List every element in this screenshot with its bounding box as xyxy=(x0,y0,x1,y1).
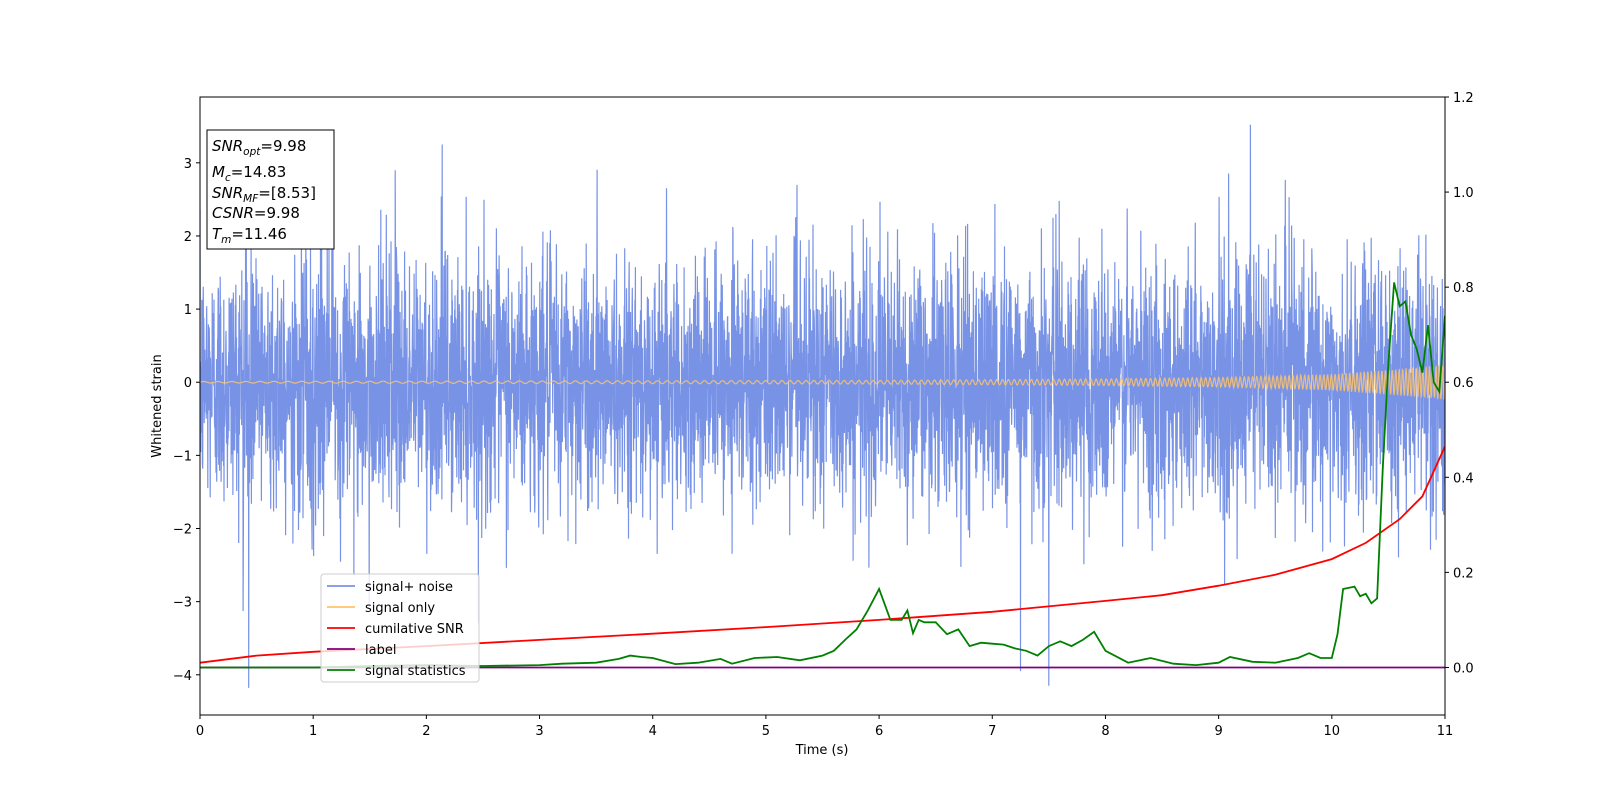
mc-sub: c xyxy=(225,172,231,184)
csnr-value: =9.98 xyxy=(254,204,300,222)
csnr-text: CSNR=9.98 xyxy=(212,204,300,222)
x-tick-label: 8 xyxy=(1101,724,1109,739)
tm-value: =11.46 xyxy=(231,225,287,243)
x-tick-label: 0 xyxy=(196,724,204,739)
snr-mf-main: SNR xyxy=(212,184,243,202)
y-right-tick-label: 0.2 xyxy=(1453,566,1474,581)
legend-label: label xyxy=(365,643,396,658)
legend-label: signal statistics xyxy=(365,664,466,679)
x-tick-label: 9 xyxy=(1214,724,1222,739)
legend-frame xyxy=(320,573,480,683)
y-right-tick-label: 0.6 xyxy=(1453,376,1474,391)
legend-label: signal+ noise xyxy=(365,580,453,595)
x-tick-label: 2 xyxy=(422,724,430,739)
y-right-tick-label: 0.4 xyxy=(1453,471,1474,486)
y-left-tick-label: 3 xyxy=(184,157,192,172)
legend-label: signal only xyxy=(365,601,435,616)
y-left-tick-label: 0 xyxy=(184,376,192,391)
y-right-tick-label: 0.0 xyxy=(1453,661,1474,676)
x-tick-label: 10 xyxy=(1324,724,1341,739)
tm-sub: m xyxy=(221,234,231,246)
y-right-tick-label: 1.0 xyxy=(1453,186,1474,201)
series-signal-statistics-line xyxy=(200,282,1445,669)
snr-opt-text: SNRopt=9.98 xyxy=(212,137,306,158)
x-tick-label: 5 xyxy=(762,724,770,739)
mc-value: =14.83 xyxy=(231,163,287,181)
x-tick-label: 6 xyxy=(875,724,883,739)
snr-opt-sub: opt xyxy=(243,146,261,158)
snr-mf-text: SNRMF=[8.53] xyxy=(212,184,316,205)
annotation-box-frame xyxy=(206,129,335,250)
y-left-tick-label: −2 xyxy=(173,523,192,538)
legend-label: cumilative SNR xyxy=(365,622,464,637)
annotation-box: SNRopt=9.98 Mc=14.83 SNRMF=[8.53] CSNR=9… xyxy=(206,129,335,250)
series-signal-only-line xyxy=(200,365,1445,401)
y-left-tick-label: −4 xyxy=(173,669,192,684)
y-left-tick-label: −1 xyxy=(173,449,192,464)
x-tick-label: 4 xyxy=(649,724,657,739)
y-axis-label-left: Whitened strain xyxy=(150,354,165,457)
snr-opt-main: SNR xyxy=(212,137,243,155)
series-signal-noise-line xyxy=(200,124,1445,688)
tm-text: Tm=11.46 xyxy=(212,225,287,246)
mc-text: Mc=14.83 xyxy=(212,163,286,184)
legend-items: signal+ noise signal only cumilative SNR la… xyxy=(327,580,466,679)
x-tick-label: 7 xyxy=(988,724,996,739)
x-tick-label: 11 xyxy=(1437,724,1454,739)
snr-mf-sub: MF xyxy=(243,193,259,205)
snr-mf-value: =[8.53] xyxy=(258,184,316,202)
axes-frame xyxy=(199,96,1446,716)
x-tick-label: 3 xyxy=(535,724,543,739)
tm-main: T xyxy=(212,225,223,243)
x-axis-label: Time (s) xyxy=(795,743,849,758)
y-left-tick-label: 2 xyxy=(184,230,192,245)
y-right-tick-label: 1.2 xyxy=(1453,91,1474,106)
ticks: 0 1 2 3 4 5 6 7 8 9 10 11 −4 −3 −2 −1 0 1 2 3 0.0 0.2 0.4 0.6 0.… xyxy=(173,91,1474,739)
y-right-tick-label: 0.8 xyxy=(1453,281,1474,296)
legend: signal+ noise signal only cumilative SNR la… xyxy=(320,573,480,683)
y-left-tick-label: 1 xyxy=(184,303,192,318)
mc-main: M xyxy=(212,163,225,181)
y-left-tick-label: −3 xyxy=(173,596,192,611)
x-tick-label: 1 xyxy=(309,724,317,739)
csnr-main: CSNR xyxy=(212,204,254,222)
snr-opt-value: =9.98 xyxy=(260,137,306,155)
